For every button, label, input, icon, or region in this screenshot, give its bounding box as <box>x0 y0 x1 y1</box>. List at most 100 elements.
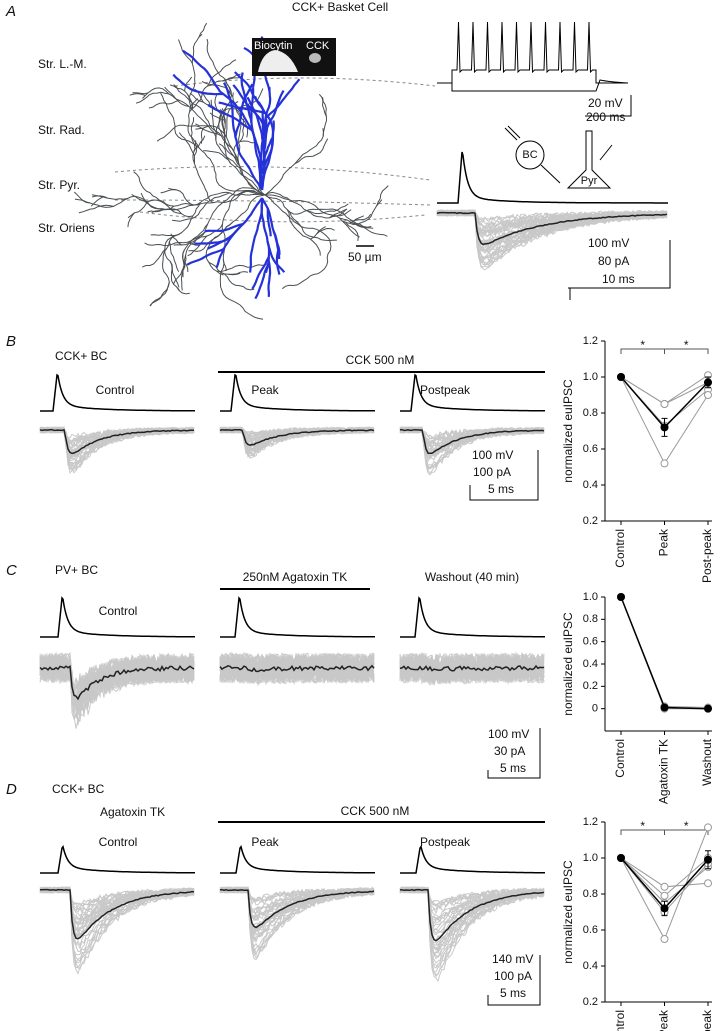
neurite <box>178 39 196 98</box>
cell-point <box>704 391 712 399</box>
mean-ipsc-trace <box>39 888 195 940</box>
neurite <box>246 96 265 147</box>
ipsc-trace <box>219 887 375 922</box>
y-tick-label: 0.8 <box>583 888 598 900</box>
neurite <box>260 87 272 190</box>
neurite <box>187 235 208 257</box>
ipsc-trace <box>219 886 375 957</box>
action-potential <box>400 596 545 638</box>
firing-trace <box>437 21 629 92</box>
action-potential <box>220 373 375 412</box>
x-tick-label: Washout <box>700 738 714 786</box>
neurite <box>73 191 106 208</box>
neurite <box>264 194 332 266</box>
neurite <box>172 192 231 222</box>
action-potential <box>437 151 668 204</box>
neurite <box>190 117 196 153</box>
neurite <box>264 194 372 228</box>
condition-label: 250nM Agatoxin TK <box>243 570 348 584</box>
neurite <box>150 191 266 236</box>
schematic-label: Pyr <box>581 175 598 187</box>
neurite <box>195 123 212 127</box>
scale-label: 10 ms <box>602 272 635 286</box>
scale-label: 50 µm <box>348 250 382 264</box>
mean-point <box>617 854 625 862</box>
y-tick-label: 1.0 <box>583 371 598 383</box>
neurite <box>239 304 264 320</box>
scale-label: 100 mV <box>588 236 629 250</box>
neurite <box>206 38 232 92</box>
neurite <box>184 76 193 92</box>
y-tick-label: 0 <box>592 703 598 715</box>
mean-point <box>704 855 712 864</box>
mean-ipsc-trace <box>436 211 668 246</box>
mean-point <box>704 704 712 713</box>
scale-label: 100 mV <box>472 448 513 462</box>
neurite <box>173 231 206 246</box>
y-tick-label: 0.2 <box>583 515 598 527</box>
neurite <box>173 223 209 284</box>
neurite <box>341 199 383 226</box>
neurite <box>176 286 190 295</box>
y-tick-label: 0.4 <box>583 960 598 972</box>
x-tick-label: Peak <box>657 1009 671 1031</box>
action-potential <box>400 845 545 874</box>
condition-label: Washout (40 min) <box>425 570 519 584</box>
neurite <box>260 197 271 274</box>
neurite <box>170 233 182 246</box>
y-tick-label: 0.8 <box>583 407 598 419</box>
cell-point <box>660 935 669 943</box>
mean-point <box>660 703 669 712</box>
significance-label: * <box>640 819 645 833</box>
x-tick-label: Control <box>613 529 627 568</box>
neurite <box>127 212 135 228</box>
neurite <box>192 135 214 204</box>
ipsc-trace <box>39 653 195 716</box>
layer-boundary <box>174 77 436 87</box>
panel-letter: C <box>6 562 17 579</box>
ipsc-trace <box>219 426 375 438</box>
scale-label: 140 mV <box>492 952 533 966</box>
neurite <box>172 73 224 96</box>
neurite <box>78 204 114 214</box>
scale-label: 100 pA <box>494 969 532 983</box>
y-tick-label: 0.4 <box>583 479 598 491</box>
neurite <box>249 197 264 273</box>
cell-label: CCK+ BC <box>52 782 105 796</box>
neurite <box>281 265 328 290</box>
neurite <box>208 261 255 291</box>
voltage-trace <box>437 79 629 92</box>
scale-label: 100 pA <box>473 465 511 479</box>
condition-label: Control <box>99 604 138 618</box>
ipsc-trace <box>399 886 545 978</box>
neurite <box>286 209 321 256</box>
scale-label: 100 mV <box>488 727 529 741</box>
cell-point <box>660 882 669 891</box>
neurite <box>210 99 219 135</box>
neurite <box>160 189 177 194</box>
cell-point <box>660 400 669 408</box>
neurite <box>219 259 241 306</box>
schematic-electrode <box>504 125 613 184</box>
layer-boundary <box>139 211 426 223</box>
neurite <box>169 261 180 291</box>
scale-label: 5 ms <box>500 761 526 775</box>
neurite <box>180 255 187 291</box>
scale-bar <box>568 240 671 300</box>
neurite <box>178 132 195 164</box>
layer-label: Str. L.-M. <box>38 57 87 71</box>
neurite <box>264 191 349 215</box>
neurite <box>352 215 364 222</box>
mean-point <box>617 593 625 601</box>
scale-bar <box>487 728 541 779</box>
neurite <box>168 187 194 206</box>
neurite <box>310 227 335 240</box>
layer-label: Str. Oriens <box>38 221 95 235</box>
neurite <box>156 124 222 142</box>
x-tick-label: Post-peak <box>700 1009 714 1031</box>
neurite <box>216 263 271 273</box>
cell-point <box>704 823 712 832</box>
action-potential <box>40 596 195 638</box>
cell-point <box>704 879 712 888</box>
neurite <box>218 143 262 195</box>
